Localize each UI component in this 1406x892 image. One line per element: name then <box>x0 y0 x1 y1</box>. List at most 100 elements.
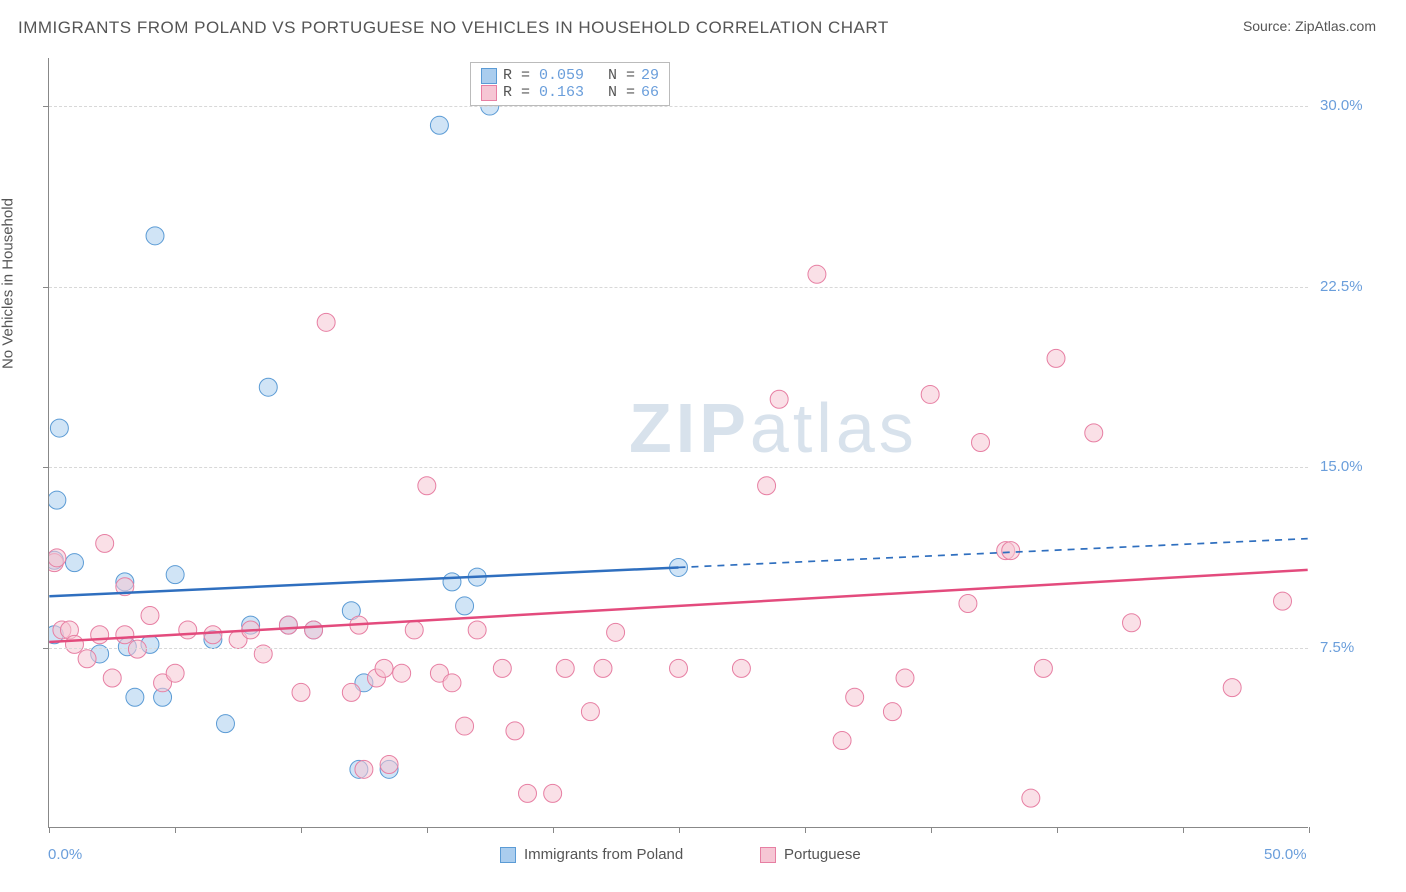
scatter-point <box>770 390 788 408</box>
scatter-point <box>921 385 939 403</box>
n-label: N = <box>608 84 635 101</box>
scatter-point <box>368 669 386 687</box>
scatter-point <box>78 650 96 668</box>
scatter-point <box>670 659 688 677</box>
x-tick <box>427 827 428 833</box>
watermark-rest: atlas <box>750 389 918 467</box>
y-tick <box>43 648 49 649</box>
scatter-point <box>430 116 448 134</box>
chart-source: Source: ZipAtlas.com <box>1243 18 1376 34</box>
scatter-point <box>846 688 864 706</box>
scatter-point <box>607 623 625 641</box>
y-tick-label: 7.5% <box>1320 639 1354 656</box>
x-tick <box>1309 827 1310 833</box>
scatter-point <box>456 717 474 735</box>
y-tick <box>43 287 49 288</box>
x-tick <box>175 827 176 833</box>
scatter-point <box>116 578 134 596</box>
scatter-point <box>833 731 851 749</box>
legend-label: Immigrants from Poland <box>524 846 683 863</box>
r-value: 0.163 <box>536 84 584 101</box>
scatter-point <box>493 659 511 677</box>
x-tick <box>1183 827 1184 833</box>
scatter-point <box>53 621 71 639</box>
n-value: 66 <box>641 84 659 101</box>
scatter-point <box>544 784 562 802</box>
grid-line <box>49 106 1308 107</box>
scatter-point <box>443 573 461 591</box>
y-tick <box>43 106 49 107</box>
scatter-point <box>1002 542 1020 560</box>
regression-line <box>49 567 678 596</box>
x-tick <box>553 827 554 833</box>
scatter-point <box>972 434 990 452</box>
scatter-point <box>1085 424 1103 442</box>
watermark-bold: ZIP <box>629 389 750 467</box>
scatter-point <box>380 760 398 778</box>
scatter-point <box>49 551 63 569</box>
scatter-point <box>350 616 368 634</box>
y-tick-label: 30.0% <box>1320 97 1363 114</box>
scatter-point <box>355 674 373 692</box>
scatter-point <box>456 597 474 615</box>
x-tick <box>301 827 302 833</box>
legend-swatch <box>760 847 776 863</box>
scatter-point <box>166 566 184 584</box>
scatter-point <box>430 664 448 682</box>
scatter-point <box>355 760 373 778</box>
watermark: ZIPatlas <box>629 388 918 468</box>
scatter-point <box>393 664 411 682</box>
x-tick <box>1057 827 1058 833</box>
legend-swatch <box>500 847 516 863</box>
legend-label: Portuguese <box>784 846 861 863</box>
stats-row: R =0.059N =29 <box>481 67 659 84</box>
regression-line <box>49 570 1307 642</box>
source-name: ZipAtlas.com <box>1295 18 1376 34</box>
stats-row: R = 0.163 N = 66 <box>481 84 659 101</box>
legend-swatch <box>481 68 497 84</box>
grid-line <box>49 648 1308 649</box>
plot-svg <box>49 58 1308 827</box>
scatter-point <box>65 635 83 653</box>
r-label: R = <box>503 84 530 101</box>
scatter-point <box>204 631 222 649</box>
scatter-point <box>317 313 335 331</box>
scatter-point <box>49 491 66 509</box>
x-tick <box>931 827 932 833</box>
x-tick <box>805 827 806 833</box>
scatter-point <box>179 621 197 639</box>
grid-line <box>49 467 1308 468</box>
scatter-point <box>896 669 914 687</box>
scatter-point <box>204 626 222 644</box>
scatter-point <box>242 621 260 639</box>
scatter-point <box>418 477 436 495</box>
scatter-point <box>242 616 260 634</box>
scatter-point <box>468 621 486 639</box>
scatter-point <box>116 626 134 644</box>
scatter-point <box>997 542 1015 560</box>
scatter-point <box>49 549 66 567</box>
legend-item: Immigrants from Poland <box>500 846 683 863</box>
scatter-point <box>217 715 235 733</box>
scatter-point <box>126 688 144 706</box>
scatter-point <box>1034 659 1052 677</box>
scatter-point <box>594 659 612 677</box>
scatter-point <box>128 640 146 658</box>
scatter-point <box>103 669 121 687</box>
scatter-point <box>883 703 901 721</box>
scatter-point <box>154 674 172 692</box>
scatter-point <box>1047 349 1065 367</box>
scatter-point <box>49 626 63 644</box>
scatter-point <box>91 626 109 644</box>
n-label: N = <box>608 67 635 84</box>
x-tick <box>49 827 50 833</box>
scatter-point <box>50 419 68 437</box>
scatter-point <box>959 595 977 613</box>
scatter-point <box>1274 592 1292 610</box>
scatter-point <box>758 477 776 495</box>
grid-line <box>49 287 1308 288</box>
scatter-point <box>166 664 184 682</box>
scatter-point <box>342 683 360 701</box>
scatter-point <box>154 688 172 706</box>
scatter-point <box>229 631 247 649</box>
